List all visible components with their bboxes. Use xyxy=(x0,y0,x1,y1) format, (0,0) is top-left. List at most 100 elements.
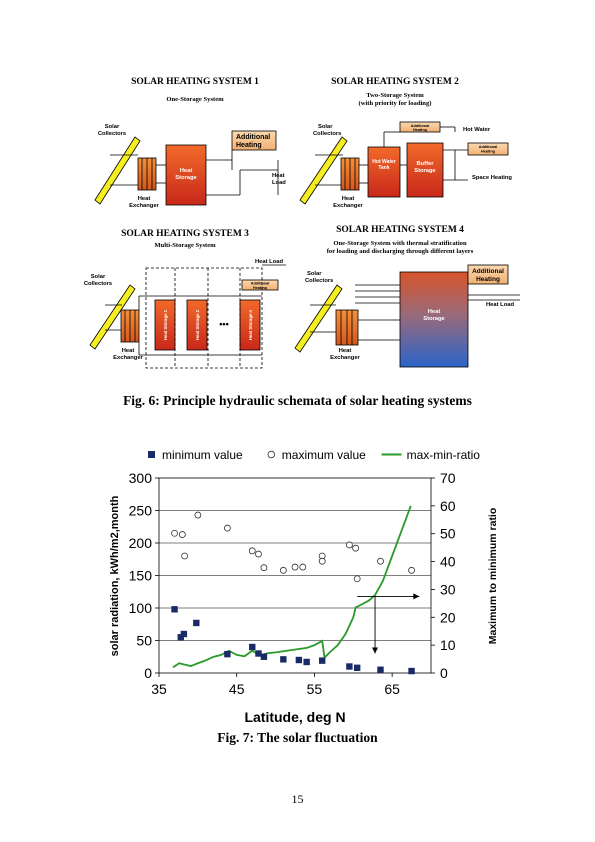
sys3-storage2-icon xyxy=(186,299,208,351)
x-axis-label: Latitude, deg N xyxy=(244,709,345,725)
legend-label: max-min-ratio xyxy=(407,448,481,462)
legend-marker-max xyxy=(267,450,275,459)
sys2-collector-icon xyxy=(299,136,348,205)
system3-title: SOLAR HEATING SYSTEM 3 xyxy=(121,229,249,239)
chart-gridlines xyxy=(159,510,431,641)
y-tick-label: 250 xyxy=(129,503,153,519)
sys3-storagen-label: Heat Storage n xyxy=(248,309,253,340)
y-tick-label: 50 xyxy=(136,633,152,649)
y2-tick-label: 70 xyxy=(440,470,456,486)
ratio-line-series xyxy=(172,505,412,669)
sys4-storage-icon xyxy=(399,271,469,368)
y2-tick-label: 10 xyxy=(440,637,456,653)
fig7-chart: minimum value maximum value max-min-ratio … xyxy=(109,448,499,725)
legend-label: maximum value xyxy=(282,448,366,462)
sys4-collectors-label-2: Collectors xyxy=(305,278,333,284)
sys3-collectors-label-1: Solar xyxy=(91,274,106,280)
min-point xyxy=(260,653,268,660)
annotation-arrow-head xyxy=(413,593,420,600)
min-point xyxy=(346,663,353,670)
page-number: 15 xyxy=(291,792,304,806)
max-point xyxy=(353,575,361,583)
system1-title: SOLAR HEATING SYSTEM 1 xyxy=(131,77,259,87)
maximum-value-series xyxy=(171,511,415,583)
min-point xyxy=(280,656,287,663)
system4-title: SOLAR HEATING SYSTEM 4 xyxy=(336,225,464,235)
sys2-additional-right-icon xyxy=(467,142,509,156)
sys3-additional-label-1: Additional xyxy=(251,282,270,286)
max-point xyxy=(299,563,307,571)
y-tick-label: 200 xyxy=(129,535,153,551)
chart-annotations xyxy=(357,593,420,654)
legend-marker-min xyxy=(148,451,155,458)
sys2-buffer-icon xyxy=(406,142,444,198)
max-point xyxy=(255,550,262,558)
max-point xyxy=(260,564,268,572)
sys1-storage-label-2: Storage xyxy=(175,175,197,181)
max-point xyxy=(291,563,299,571)
max-point xyxy=(248,547,256,555)
y2-tick-label: 40 xyxy=(440,554,456,570)
x-tick-label: 35 xyxy=(151,681,167,697)
sys4-exchanger-label-1: Heat xyxy=(339,348,352,354)
y2-tick-label: 30 xyxy=(440,581,456,597)
sys2-additional-top-label-1: Additional xyxy=(411,124,430,128)
fig6-schemata: Solar Collectors Additional Heating Heat… xyxy=(84,121,520,369)
sys3-storage2-label: Heat Storage 2 xyxy=(195,309,200,340)
sys2-buffer-label-1: Buffer xyxy=(416,161,434,167)
sys3-additional-label-2: Heating xyxy=(253,286,268,290)
minimum-value-series xyxy=(171,606,415,675)
sys4-collector-icon xyxy=(294,284,343,353)
x-tick-label: 65 xyxy=(384,681,400,697)
max-point xyxy=(181,552,189,560)
sys3-collectors-label-2: Collectors xyxy=(84,281,112,287)
sys3-additional-icon xyxy=(241,279,279,291)
y2-axis-ticks: 0 10 20 30 40 50 60 70 xyxy=(431,470,456,681)
sys2-collectors-label-1: Solar xyxy=(318,124,333,130)
y2-tick-label: 50 xyxy=(440,526,456,542)
annotation-arrow-head xyxy=(372,647,379,654)
sys2-buffer-label-2: Storage xyxy=(414,168,436,174)
sys4-additional-label-1: Additional xyxy=(472,268,504,275)
y2-tick-label: 20 xyxy=(440,609,456,625)
y2-axis-label: Maximum to minimum ratio xyxy=(487,508,499,645)
min-point xyxy=(249,643,256,651)
sys2-space-heating-label: Space Heating xyxy=(472,175,512,181)
system4-subtitle-2: for loading and discharging through diff… xyxy=(326,248,474,255)
y2-tick-label: 60 xyxy=(440,498,456,514)
y-tick-label: 150 xyxy=(129,568,153,584)
y-tick-label: 300 xyxy=(129,470,153,486)
min-point xyxy=(377,666,384,673)
sys1-load-label-1: Heat xyxy=(272,173,285,179)
x-axis-ticks: 35 45 55 65 xyxy=(151,673,400,697)
max-point xyxy=(318,557,326,565)
sys4-storage-label-1: Heat xyxy=(428,309,441,315)
fig7-caption-text: Fig. 7: The solar fluctuation xyxy=(217,730,378,745)
sys1-additional-label-1: Additional xyxy=(236,134,270,141)
sys1-collector-icon xyxy=(94,136,141,205)
max-point xyxy=(194,511,202,519)
min-point xyxy=(319,657,326,664)
min-point xyxy=(224,650,231,658)
system2-subtitle-2: (with priority for loading) xyxy=(358,100,432,107)
sys3-storage1-label: Heat Storage 1 xyxy=(163,309,168,340)
min-point xyxy=(255,650,262,657)
sys1-storage-icon xyxy=(165,144,207,206)
y-axis-ticks: 0 50 100 150 200 250 300 xyxy=(129,470,159,681)
sys3-exchanger-label-1: Heat xyxy=(122,348,135,354)
system3-subtitle: Multi-Storage System xyxy=(154,242,216,249)
sys4-collectors-label-1: Solar xyxy=(307,271,322,277)
sys2-hot-water-label: Hot Water xyxy=(463,127,491,133)
max-point xyxy=(345,541,353,549)
sys3-heat-load-label: Heat Load xyxy=(255,259,283,265)
min-point xyxy=(408,667,415,675)
sys1-additional-icon xyxy=(231,130,277,151)
sys1-exchanger-label-1: Heat xyxy=(138,196,151,202)
fig6-caption: Fig. 6: Principle hydraulic schemata of … xyxy=(123,393,472,408)
sys2-additional-right-label-1: Additional xyxy=(479,145,498,149)
y-tick-label: 0 xyxy=(144,665,152,681)
ratio-line xyxy=(172,505,412,669)
max-point xyxy=(377,557,384,565)
max-point xyxy=(171,529,178,537)
